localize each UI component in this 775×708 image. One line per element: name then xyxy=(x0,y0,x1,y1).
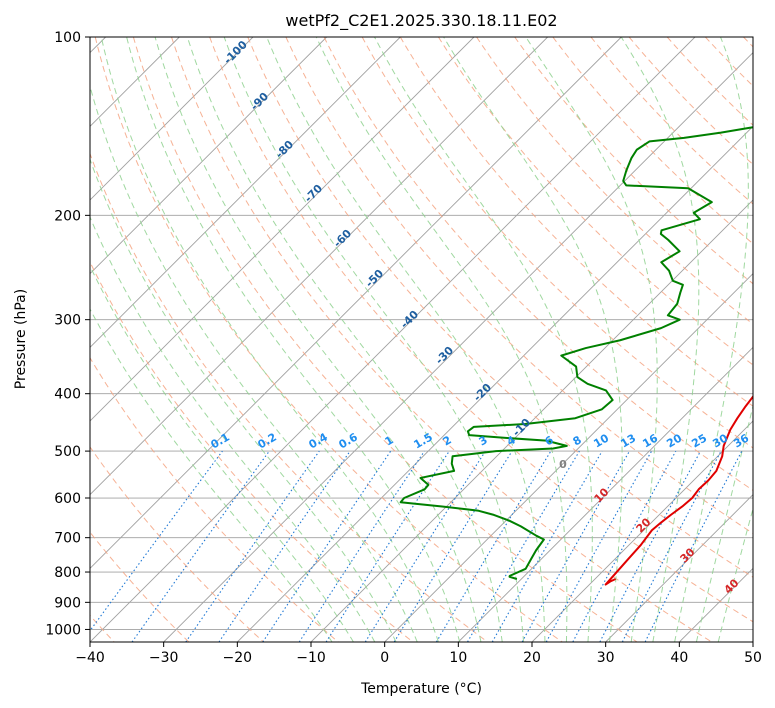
dry-adiabat-line xyxy=(514,37,753,285)
y-tick-label: 800 xyxy=(54,565,81,581)
temperature-line xyxy=(604,395,753,586)
dry-adiabat-line xyxy=(247,37,753,578)
mixing-ratio-line xyxy=(572,450,677,642)
dry-adiabat-line xyxy=(552,37,753,245)
profile-lines xyxy=(399,126,753,586)
y-tick-label: 200 xyxy=(54,208,81,224)
isotherm-line xyxy=(458,346,753,642)
mixing-ratio-line xyxy=(185,450,320,642)
y-axis-title: Pressure (hPa) xyxy=(13,289,29,389)
dry-adiabat-line xyxy=(90,152,488,642)
moist-adiabat-line xyxy=(525,37,658,642)
moist-adiabat-line xyxy=(223,37,525,642)
isotherm-line xyxy=(90,37,475,422)
isotherm-line xyxy=(90,37,327,275)
x-tick-label: −10 xyxy=(296,650,326,666)
isotherm-line xyxy=(90,37,254,201)
x-axis-title: Temperature (°C) xyxy=(360,681,482,697)
y-tick-label: 700 xyxy=(54,531,81,547)
dry-adiabat-line xyxy=(285,37,753,535)
x-tick-label: 10 xyxy=(449,650,467,666)
dry-adiabat-line xyxy=(90,446,264,642)
mixing-ratio-line xyxy=(325,450,450,642)
y-tick-label: 900 xyxy=(54,595,81,611)
background-lines xyxy=(90,37,753,642)
dry-adiabat-line xyxy=(132,37,638,642)
dry-adiabat-line xyxy=(171,37,713,642)
moist-adiabat-line xyxy=(266,37,546,642)
isotherm-line xyxy=(90,37,401,348)
y-tick-label: 1000 xyxy=(45,622,81,638)
isotherm-line xyxy=(384,273,753,642)
isotherm-line xyxy=(90,37,622,569)
mixing-ratio-line xyxy=(262,450,392,642)
mixing-ratio-line xyxy=(521,450,630,642)
moist-adiabat-line xyxy=(90,215,376,642)
x-tick-label: 50 xyxy=(744,650,762,666)
plot-background xyxy=(90,37,753,642)
y-tick-label: 100 xyxy=(54,30,81,46)
moist-adiabat-line xyxy=(126,37,461,642)
dewpoint-line xyxy=(399,126,753,580)
x-tick-label: 0 xyxy=(380,650,389,666)
chart-title: wetPf2_C2E1.2025.330.18.11.E02 xyxy=(285,11,557,31)
x-tick-label: 30 xyxy=(597,650,615,666)
moist-adiabat-line xyxy=(717,506,753,642)
isotherm-line xyxy=(605,494,753,642)
isotherm-line xyxy=(752,641,753,642)
dry-adiabat-line xyxy=(438,37,753,366)
lcl-marker-label: 0 xyxy=(559,458,567,471)
isotherm-line xyxy=(237,125,753,642)
moist-adiabat-line xyxy=(620,37,700,642)
isotherm-line xyxy=(531,420,753,642)
y-tick-label: 400 xyxy=(54,387,81,403)
moist-adiabat-line xyxy=(90,157,397,642)
dry-adiabat-line xyxy=(90,356,339,642)
moist-adiabat-line xyxy=(186,37,503,642)
moist-adiabat-line xyxy=(90,308,333,642)
moist-adiabat-line xyxy=(374,37,593,642)
axes: −40 −30 −20 −10 0 10 20 30 40 50 100 200 300 400 500 60… xyxy=(45,30,762,666)
dry-adiabat-line xyxy=(399,37,753,407)
mixing-ratio-line xyxy=(298,450,425,642)
moist-adiabat-line xyxy=(695,403,753,642)
isotherm-line xyxy=(90,37,696,642)
mixing-ratio-line xyxy=(644,450,743,642)
mixing-ratio-line xyxy=(131,450,270,642)
x-tick-label: −40 xyxy=(75,650,105,666)
dry-adiabat-line xyxy=(90,531,190,642)
isotherm-line xyxy=(90,37,548,496)
mixing-ratio-line xyxy=(90,450,223,632)
x-tick-label: −30 xyxy=(149,650,179,666)
moist-adiabat-line xyxy=(315,37,568,642)
moist-adiabat-line xyxy=(443,37,623,642)
y-tick-label: 600 xyxy=(54,491,81,507)
moist-adiabat-line xyxy=(154,37,482,642)
moist-adiabat-line xyxy=(674,37,749,642)
mixing-ratio-line xyxy=(545,450,653,642)
x-tick-label: −20 xyxy=(223,650,253,666)
x-tick-label: 40 xyxy=(670,650,688,666)
mixing-ratio-line xyxy=(218,450,351,642)
plot-frame xyxy=(89,36,754,643)
y-tick-label: 500 xyxy=(54,444,81,460)
moist-adiabat-line xyxy=(100,37,439,642)
mixing-ratio-line xyxy=(393,450,513,642)
moist-adiabat-line xyxy=(90,84,418,642)
moist-adiabat-line xyxy=(90,264,354,642)
x-tick-label: 20 xyxy=(523,650,541,666)
y-tick-label: 300 xyxy=(54,313,81,329)
dry-adiabat-line xyxy=(209,37,753,623)
isotherm-line xyxy=(163,52,753,642)
